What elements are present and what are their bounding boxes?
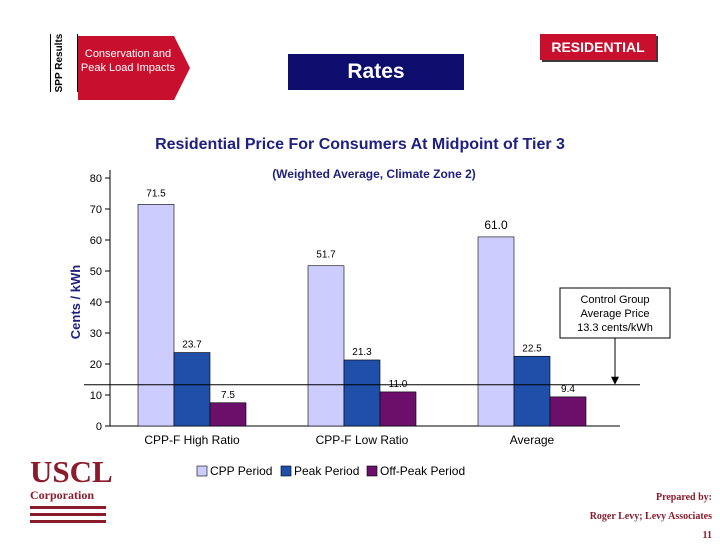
x-tick-label: CPP-F High Ratio [144, 433, 240, 447]
prepared-by-author: Roger Levy; Levy Associates [589, 511, 712, 522]
y-tick-label: 10 [90, 390, 102, 402]
y-tick-label: 70 [90, 204, 102, 216]
logo-name: USCL [30, 454, 113, 489]
y-tick-label: 0 [96, 421, 102, 433]
annotation-text-line: 13.3 cents/kWh [577, 322, 653, 334]
bar-value-label: 61.0 [484, 218, 508, 232]
bar [173, 352, 211, 427]
chart-title: Residential Price For Consumers At Midpo… [155, 136, 565, 153]
prepared-by-label: Prepared by: [655, 492, 712, 503]
uscl-logo: USCL Corporation [30, 456, 114, 523]
bar-value-label: 22.5 [522, 343, 542, 354]
spp-results-tab: SPP Results [50, 34, 78, 92]
bar [549, 396, 587, 427]
bar [137, 204, 175, 427]
bar [477, 236, 515, 427]
section-arrow [78, 36, 190, 100]
y-tick-label: 30 [90, 328, 102, 340]
legend-swatch [366, 465, 378, 477]
y-tick-label: 60 [90, 235, 102, 247]
bar [343, 359, 381, 427]
residential-badge: RESIDENTIAL [540, 34, 656, 60]
prepared-by-block: Prepared by: Roger Levy; Levy Associates… [590, 488, 712, 545]
y-axis-label: Cents / kWh [68, 265, 83, 339]
legend-label: Peak Period [294, 464, 359, 478]
bar-value-label: 23.7 [182, 340, 202, 351]
x-tick-label: CPP-F Low Ratio [316, 433, 409, 447]
legend-label: Off-Peak Period [380, 464, 465, 478]
annotation-arrowhead [611, 376, 619, 385]
bar [379, 391, 417, 427]
x-tick-label: Average [510, 433, 555, 447]
y-tick-label: 40 [90, 297, 102, 309]
legend-label: CPP Period [210, 464, 272, 478]
bar-value-label: 51.7 [316, 250, 336, 261]
bar [209, 402, 247, 427]
page-number: 11 [702, 530, 712, 541]
y-tick-label: 80 [90, 173, 102, 185]
y-tick-label: 50 [90, 266, 102, 278]
bar-value-label: 21.3 [352, 347, 372, 358]
section-label: Conservation and Peak Load Impacts [80, 48, 176, 74]
legend-swatch [196, 465, 208, 477]
bar-value-label: 7.5 [221, 390, 235, 401]
logo-sub: Corporation [30, 488, 94, 502]
logo-stripe [30, 520, 106, 523]
logo-stripe [30, 513, 106, 516]
legend-swatch [280, 465, 292, 477]
logo-stripe [30, 506, 106, 509]
annotation-box [559, 287, 671, 339]
y-tick-label: 20 [90, 359, 102, 371]
bar-value-label: 9.4 [561, 384, 575, 395]
rates-title: Rates [288, 54, 464, 90]
bar-value-label: 71.5 [146, 188, 166, 199]
annotation-text-line: Average Price [581, 308, 650, 320]
chart-subtitle: (Weighted Average, Climate Zone 2) [272, 167, 476, 181]
bar [513, 355, 551, 427]
annotation-text-line: Control Group [580, 294, 649, 306]
bar [307, 265, 345, 427]
